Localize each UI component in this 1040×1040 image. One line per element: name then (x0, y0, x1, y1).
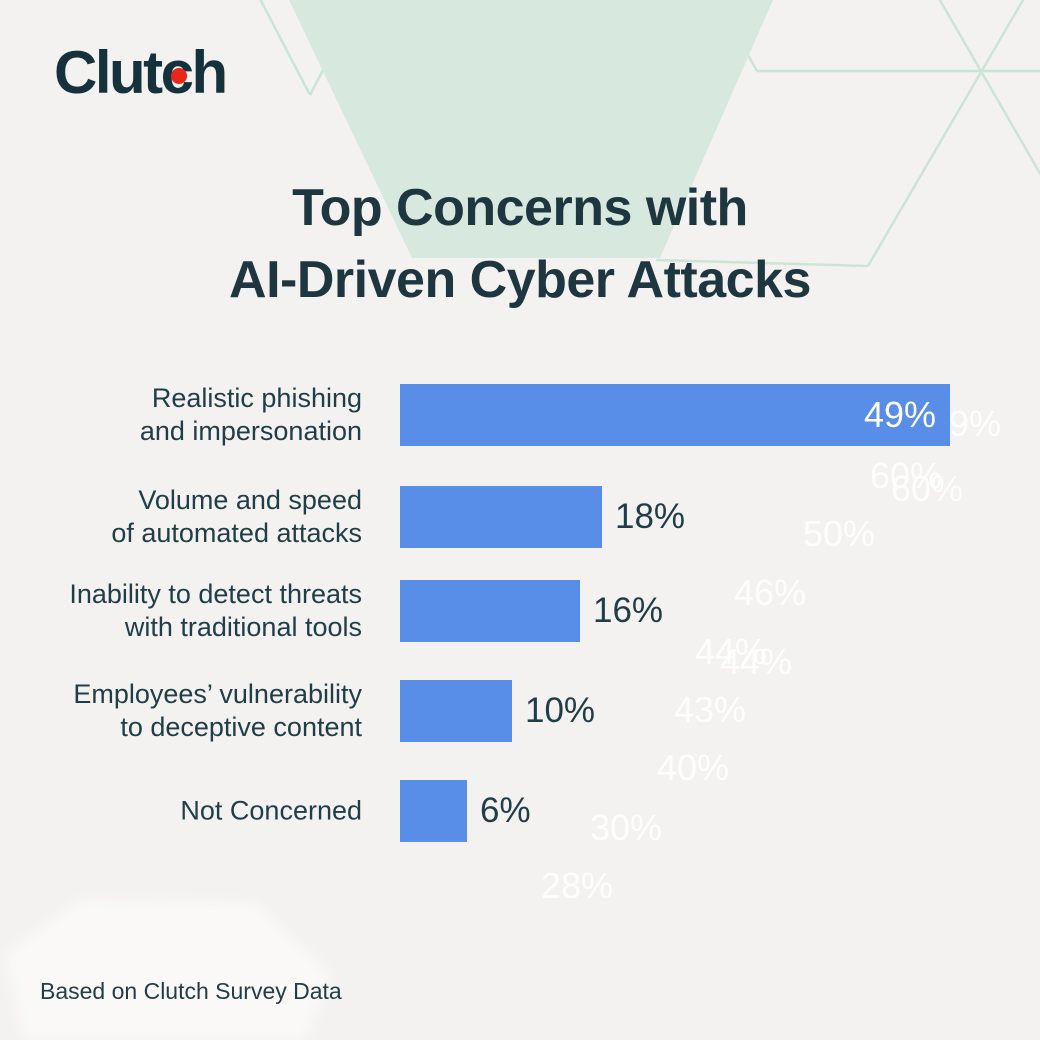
category-label-line: Not Concerned (180, 795, 362, 826)
chart-row: Not Concerned 6% (0, 780, 1040, 842)
logo-red-dot (170, 68, 187, 84)
chart-title-line2: AI-Driven Cyber Attacks (229, 251, 811, 309)
logo-text-suffix: h (191, 39, 229, 106)
ghost-percentage-watermark: 60% (890, 468, 964, 509)
value-label: 10% (525, 691, 596, 730)
chart-row: Employees’ vulnerability to deceptive con… (0, 678, 1040, 744)
ghost-percentage-watermark: 44% (694, 631, 768, 672)
hexagon-filled (289, 0, 773, 258)
footer-white-hexagon (5, 900, 330, 1040)
chart-row: Inability to detect threats with traditio… (0, 578, 1040, 644)
category-label-line: to deceptive content (120, 712, 362, 742)
category-label: Employees’ vulnerability to deceptive con… (73, 678, 362, 744)
category-label: Realistic phishing and impersonation (140, 382, 362, 448)
ghost-percentage-watermark: 43% (673, 689, 747, 730)
ghost-percentage-watermark: 40% (656, 747, 730, 788)
category-label-line: Volume and speed (138, 485, 362, 515)
bar (400, 680, 512, 742)
ghost-percentage-watermark: 30% (589, 807, 663, 848)
chart-title: Top Concerns with AI-Driven Cyber Attack… (0, 172, 1040, 316)
category-label-line: with traditional tools (124, 612, 362, 642)
category-label: Not Concerned (180, 795, 362, 828)
chart-row: Volume and speed of automated attacks 18% (0, 484, 1040, 550)
bar: 49% (400, 384, 950, 446)
category-label: Inability to detect threats with traditio… (69, 578, 362, 644)
ghost-percentage-watermark: 44% (719, 641, 793, 682)
value-label: 6% (480, 791, 531, 830)
value-label: 18% (615, 497, 686, 536)
value-label: 49% (863, 394, 936, 435)
category-label-line: and impersonation (139, 416, 362, 446)
clutch-logo: Clutch (54, 38, 229, 108)
bar (400, 580, 580, 642)
ghost-percentage-watermark: 60% (869, 455, 943, 496)
category-label-line: Employees’ vulnerability (73, 679, 362, 709)
bar (400, 486, 602, 548)
chart-row: Realistic phishing and impersonation 49% (0, 382, 1040, 448)
ghost-percentage-watermark: 28% (540, 865, 614, 906)
category-label-line: Inability to detect threats (69, 579, 362, 609)
category-label-line: of automated attacks (111, 518, 362, 548)
ghost-percentage-watermark: 50% (802, 513, 876, 554)
chart-title-line1: Top Concerns with (292, 179, 748, 237)
category-label: Volume and speed of automated attacks (111, 484, 362, 550)
source-note: Based on Clutch Survey Data (40, 978, 342, 1004)
value-label: 16% (593, 591, 664, 630)
category-label-line: Realistic phishing (151, 383, 362, 413)
logo-text-prefix: Clut (54, 39, 163, 106)
ghost-percentage-watermark: 46% (733, 572, 807, 613)
logo-letter-c: c (161, 38, 194, 108)
bar (400, 780, 467, 842)
